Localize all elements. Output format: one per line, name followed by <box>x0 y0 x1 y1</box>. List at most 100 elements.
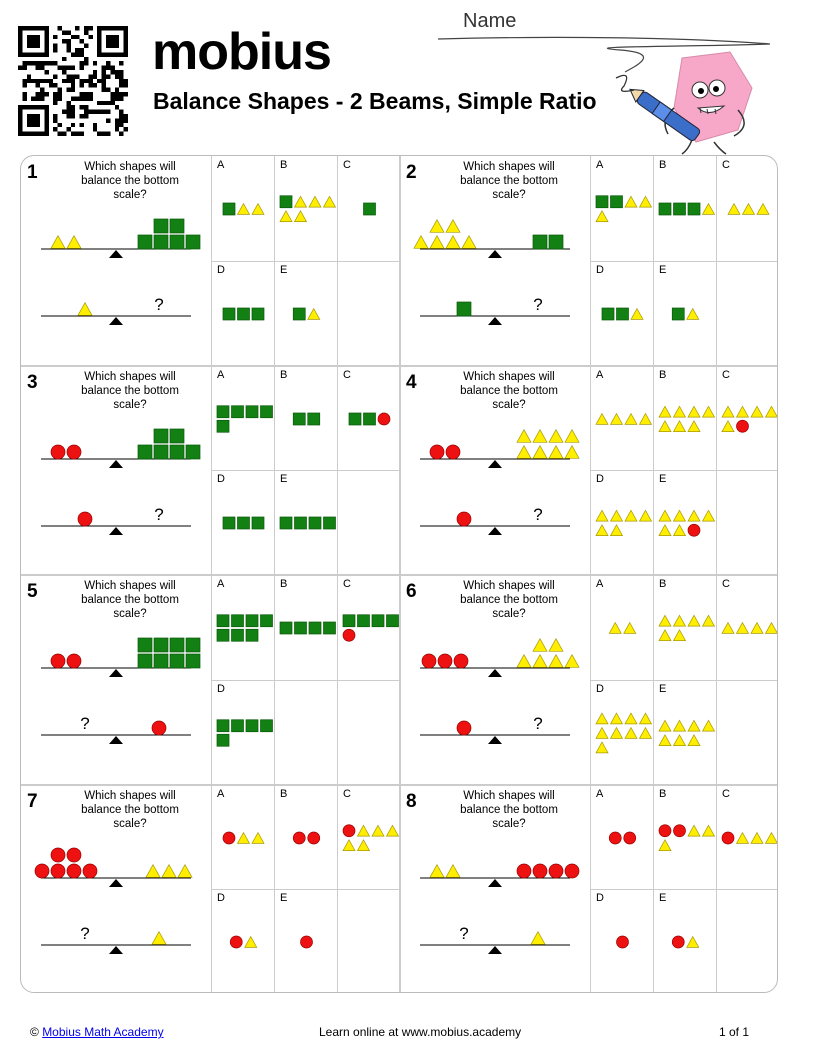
option-shapes <box>342 614 399 642</box>
triangle-shape <box>672 629 687 642</box>
triangle-shape <box>50 234 66 249</box>
answer-option-A[interactable]: A <box>211 365 274 470</box>
problem-5: 5 Which shapes will balance the bottom sc… <box>21 575 400 784</box>
square-shape <box>153 653 169 669</box>
option-shapes <box>292 412 321 425</box>
option-letter: E <box>659 263 667 276</box>
answer-option-D[interactable]: D <box>590 260 653 365</box>
answer-option-E[interactable]: E <box>653 889 716 992</box>
answer-option-C[interactable]: C <box>716 156 777 261</box>
triangle-shape <box>236 831 251 844</box>
triangle-shape <box>77 301 93 316</box>
square-shape <box>342 614 356 628</box>
triangle-shape <box>307 307 321 320</box>
circle-shape <box>437 653 453 669</box>
answer-option-C[interactable]: C <box>337 784 400 889</box>
answer-option-B[interactable]: B <box>274 575 337 680</box>
circle-shape <box>564 863 580 878</box>
answer-option-D[interactable]: D <box>211 679 274 784</box>
circle-shape <box>50 847 66 862</box>
answer-option-E[interactable]: E <box>653 679 716 784</box>
answer-option-A[interactable]: A <box>590 156 653 261</box>
answer-option-A[interactable]: A <box>211 156 274 261</box>
circle-shape <box>66 653 82 669</box>
square-shape <box>169 234 185 250</box>
answer-option-C[interactable]: C <box>337 575 400 680</box>
question-mark: ? <box>533 505 542 524</box>
circle-shape <box>342 823 356 837</box>
answer-option-C[interactable]: C <box>716 784 777 889</box>
triangle-shape <box>750 831 764 844</box>
answer-option-B[interactable]: B <box>274 156 337 261</box>
option-shapes <box>292 307 321 320</box>
circle-shape <box>66 847 82 862</box>
circle-shape <box>66 444 82 459</box>
question-text: Which shapes will balance the bottom sca… <box>460 789 558 830</box>
problem-number: 8 <box>406 790 417 812</box>
question-mark: ? <box>459 924 468 943</box>
answer-option-A[interactable]: A <box>211 784 274 889</box>
academy-link[interactable]: Mobius Math Academy <box>42 1025 164 1039</box>
fulcrum-triangle <box>488 526 502 535</box>
answer-option-B[interactable]: B <box>653 784 716 889</box>
answer-option-D[interactable]: D <box>590 679 653 784</box>
answer-option-E[interactable]: E <box>653 470 716 575</box>
answer-option-A[interactable]: A <box>590 575 653 680</box>
answer-option-A[interactable]: A <box>590 784 653 889</box>
triangle-shape <box>530 930 546 945</box>
answer-option-D[interactable]: D <box>211 260 274 365</box>
answer-option-D[interactable]: D <box>590 470 653 575</box>
problem-4: 4 Which shapes will balance the bottom sc… <box>400 365 777 575</box>
answer-option-B[interactable]: B <box>653 575 716 680</box>
option-shapes <box>595 509 653 537</box>
triangle-shape <box>658 405 672 418</box>
answer-option-B[interactable]: B <box>653 156 716 261</box>
triangle-shape <box>624 509 638 522</box>
fulcrum-triangle <box>488 317 502 325</box>
name-line <box>437 36 771 73</box>
circle-shape <box>532 863 548 878</box>
square-shape <box>169 653 185 669</box>
triangle-shape <box>251 202 265 215</box>
triangle-shape <box>638 412 653 425</box>
option-divider <box>590 679 777 681</box>
answer-option-A[interactable]: A <box>590 365 653 470</box>
answer-option-C[interactable]: C <box>716 365 777 470</box>
triangle-shape <box>516 444 532 459</box>
balance-scales: ? <box>420 428 580 535</box>
fulcrum-triangle <box>109 250 123 258</box>
answer-option-D[interactable]: D <box>211 889 274 992</box>
answer-option-E[interactable]: E <box>274 889 337 992</box>
answer-option-A[interactable]: A <box>211 575 274 680</box>
answer-option-C[interactable]: C <box>337 365 400 470</box>
answer-option-E[interactable]: E <box>274 260 337 365</box>
answer-option-D[interactable]: D <box>590 889 653 992</box>
triangle-shape <box>429 234 445 249</box>
option-letter: D <box>217 473 225 485</box>
answer-option-E[interactable]: E <box>274 470 337 575</box>
answer-option-C[interactable]: C <box>716 575 777 680</box>
triangle-shape <box>609 726 624 739</box>
answer-option-D[interactable]: D <box>211 470 274 575</box>
empty-option-cell <box>337 470 400 575</box>
square-shape <box>357 614 370 628</box>
circle-shape <box>429 444 445 459</box>
footer-page-number: 1 of 1 <box>719 1025 750 1039</box>
triangle-shape <box>735 405 750 418</box>
answer-option-C[interactable]: C <box>337 156 400 261</box>
option-letter: D <box>596 263 604 276</box>
answer-option-B[interactable]: B <box>653 365 716 470</box>
triangle-shape <box>564 428 580 443</box>
option-divider <box>211 679 400 681</box>
triangle-shape <box>638 509 653 522</box>
square-shape <box>251 516 265 530</box>
triangle-shape <box>548 444 564 459</box>
circle-shape <box>671 935 685 949</box>
circle-shape <box>82 863 98 878</box>
answer-option-B[interactable]: B <box>274 784 337 889</box>
square-shape <box>216 404 230 418</box>
circle-shape <box>721 831 735 844</box>
answer-option-E[interactable]: E <box>653 260 716 365</box>
answer-option-B[interactable]: B <box>274 365 337 470</box>
fulcrum-triangle <box>488 945 502 954</box>
